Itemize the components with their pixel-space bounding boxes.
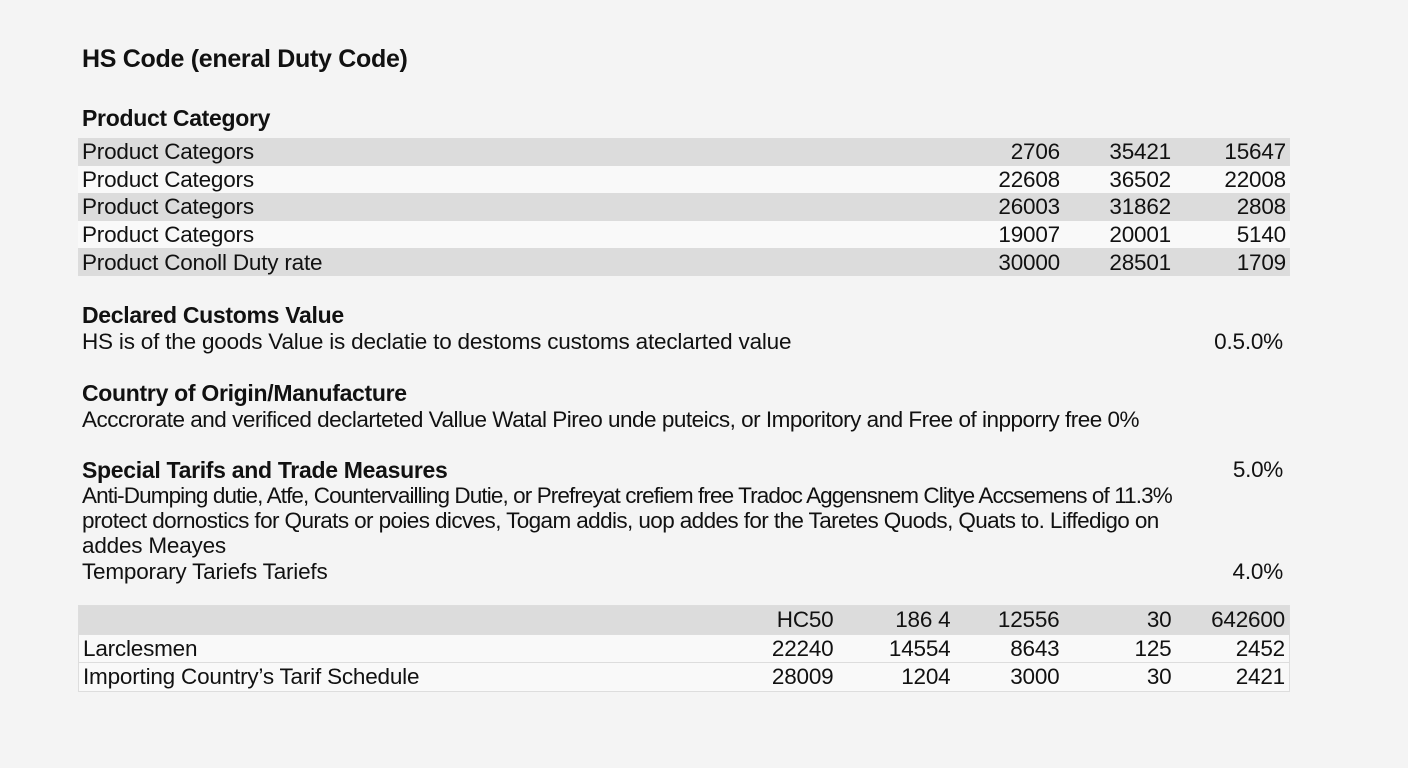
row-label: Product Categors <box>82 139 254 165</box>
declared-value-heading: Declared Customs Value <box>82 302 344 328</box>
cell: 2808 <box>1236 194 1286 220</box>
cell: 22240 <box>771 635 834 661</box>
cell: 30000 <box>998 249 1060 275</box>
header-cell: 642600 <box>1211 607 1285 633</box>
temporary-tariffs-label: Temporary Tariefs Tariefs <box>82 559 328 584</box>
product-category-table: Product Categors 2706 35421 15647 Product C… <box>78 138 1290 276</box>
special-tariffs-heading: Special Tarifs and Trade Measures <box>82 457 448 483</box>
declared-value-line: HS is of the goods Value is declatie to … <box>82 328 1283 355</box>
special-tariffs-line-2: protect dornostics for Qurats or poies d… <box>82 508 1159 533</box>
temporary-tariffs-line: Temporary Tariefs Tariefs 4.0% <box>82 558 1283 585</box>
table-row: Product Categors 19007 20001 5140 <box>78 220 1290 249</box>
cell: 5140 <box>1236 222 1286 248</box>
row-label: Product Conoll Duty rate <box>82 249 323 275</box>
table-row: Larclesmen 22240 14554 8643 125 2452 <box>78 634 1290 663</box>
cell: 15647 <box>1224 139 1286 165</box>
header-cell: 30 <box>1146 607 1172 633</box>
declared-value-rate: 0.5.0% <box>1214 329 1283 354</box>
cell: 35421 <box>1109 139 1171 165</box>
cell: 3000 <box>1010 664 1060 690</box>
special-tariffs-heading-line: Special Tarifs and Trade Measures 5.0% <box>82 457 1283 484</box>
cell: 20001 <box>1109 222 1171 248</box>
declared-value-text: HS is of the goods Value is declatie to … <box>82 329 792 354</box>
cell: 22008 <box>1224 166 1286 192</box>
cell: 2706 <box>1010 139 1060 165</box>
page-title: HS Code (eneral Duty Code) <box>82 45 408 73</box>
cell: 22608 <box>998 166 1060 192</box>
table-row: Product Categors 26003 31862 2808 <box>78 193 1290 221</box>
table-row: Product Categors 2706 35421 15647 <box>78 138 1290 166</box>
temporary-tariffs-rate: 4.0% <box>1232 559 1284 584</box>
row-label: Product Categors <box>82 166 254 192</box>
cell: 26003 <box>998 194 1060 220</box>
cell: 28009 <box>771 664 834 690</box>
cell: 28501 <box>1109 249 1171 275</box>
special-tariffs-line-1: Anti-Dumping dutie, Atfe, Countervaillin… <box>82 483 1173 508</box>
row-label: Product Categors <box>82 222 254 248</box>
cell: 31862 <box>1109 194 1171 220</box>
cell: 2452 <box>1235 635 1285 661</box>
special-tariffs-line-3: addes Meayes <box>82 533 226 558</box>
origin-text: Acccrorate and verificed declarteted Val… <box>82 407 1140 432</box>
cell: 36502 <box>1109 166 1171 192</box>
cell: 14554 <box>888 635 951 661</box>
cell: 1709 <box>1236 249 1286 275</box>
header-cell: HC50 <box>776 607 834 633</box>
tariff-schedule-table: HC50 186 4 12556 30 642600 Larclesmen 22… <box>78 605 1290 692</box>
row-label: Larclesmen <box>83 635 198 661</box>
table-row: Importing Country’s Tarif Schedule 28009… <box>78 662 1290 692</box>
table-header-row: HC50 186 4 12556 30 642600 <box>78 605 1290 635</box>
table-row: Product Categors 22608 36502 22008 <box>78 165 1290 194</box>
header-cell: 12556 <box>997 607 1060 633</box>
product-category-heading: Product Category <box>82 105 271 131</box>
cell: 2421 <box>1235 664 1285 690</box>
cell: 125 <box>1134 635 1172 661</box>
cell: 19007 <box>998 222 1060 248</box>
table-row: Product Conoll Duty rate 30000 28501 1709 <box>78 248 1290 276</box>
origin-heading: Country of Origin/Manufacture <box>82 380 407 406</box>
cell: 1204 <box>901 664 951 690</box>
header-cell: 186 4 <box>895 607 951 633</box>
cell: 30 <box>1146 664 1172 690</box>
header-cell <box>79 606 748 635</box>
cell: 8643 <box>1010 635 1060 661</box>
special-tariffs-rate: 5.0% <box>1232 457 1283 482</box>
row-label: Product Categors <box>82 194 254 220</box>
row-label: Importing Country’s Tarif Schedule <box>83 664 420 690</box>
